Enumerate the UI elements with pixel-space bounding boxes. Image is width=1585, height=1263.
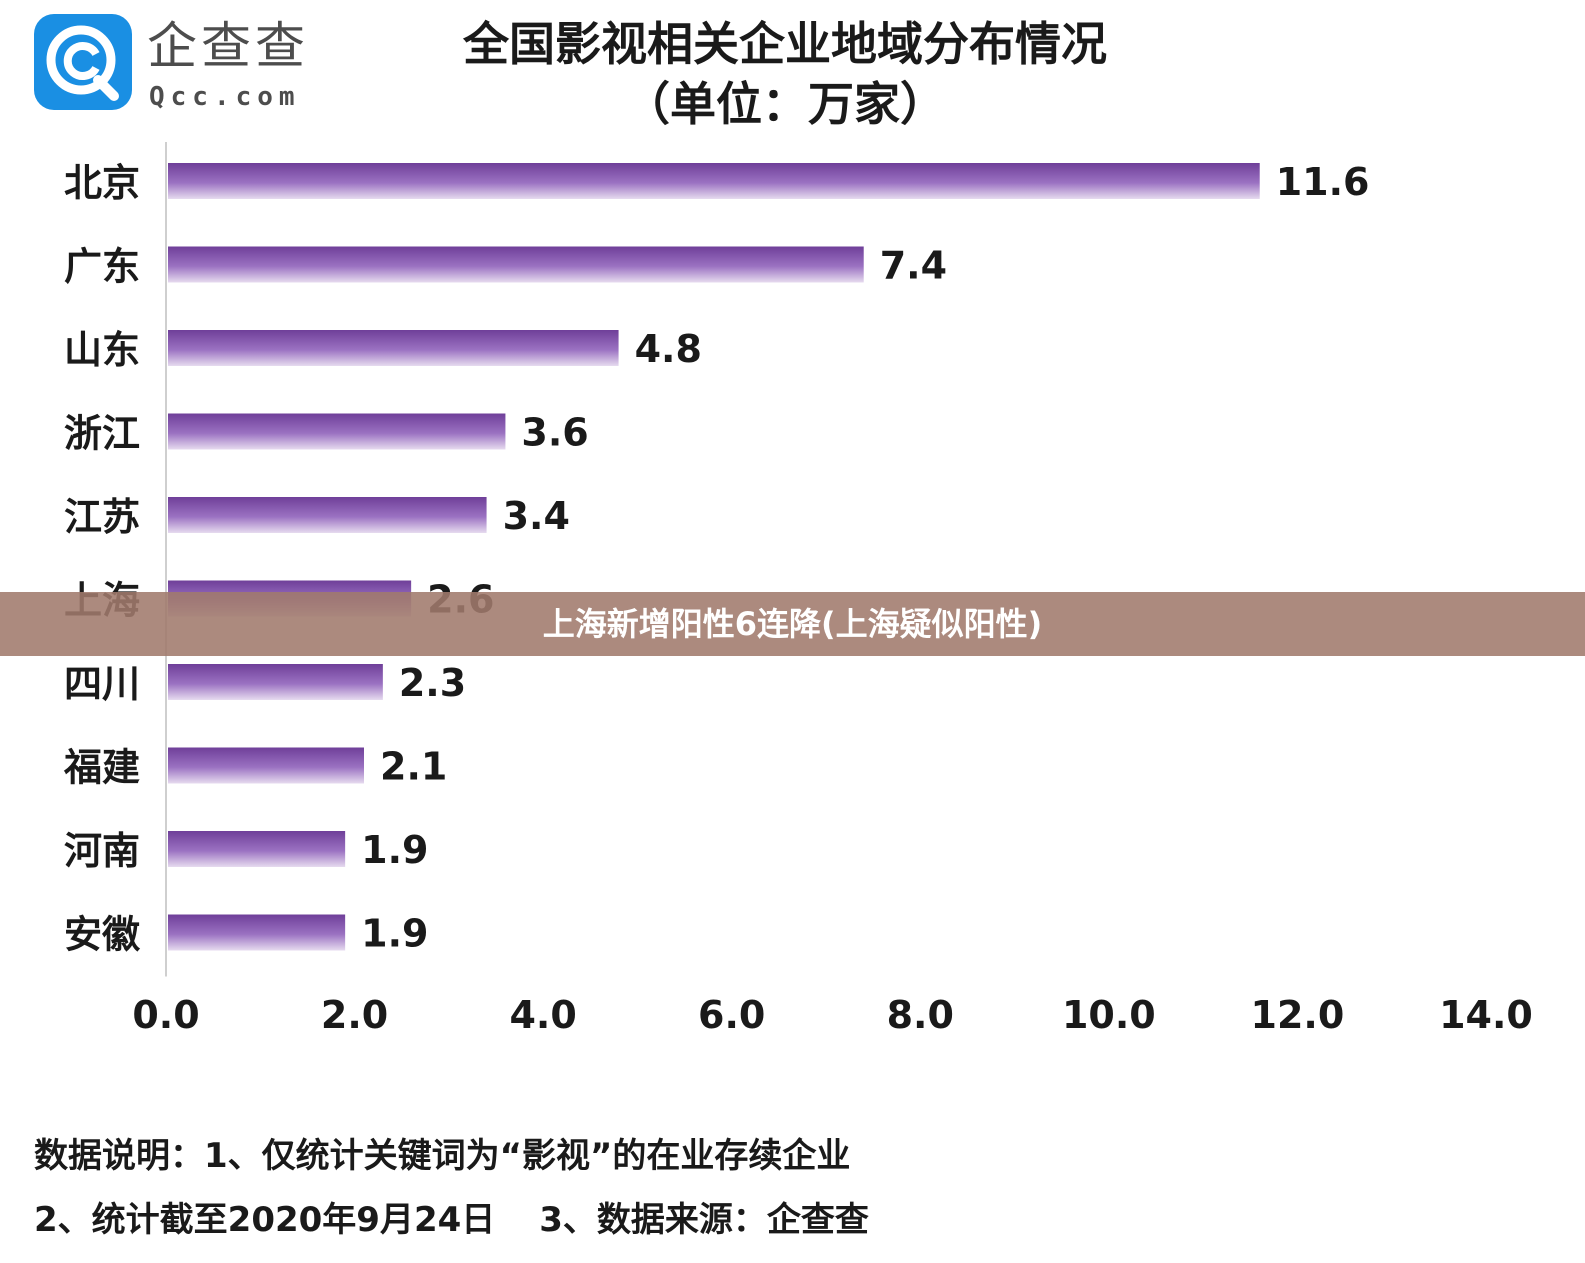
note-source: 3、数据来源：企查查: [539, 1200, 869, 1240]
category-label: 山东: [64, 328, 140, 372]
logo: 企查查 Qcc.com: [34, 14, 334, 114]
bar: [168, 246, 864, 283]
bar: [168, 664, 383, 700]
x-tick-label: 6.0: [698, 993, 765, 1037]
x-tick-label: 12.0: [1251, 993, 1345, 1037]
bar: [168, 163, 1260, 199]
category-label: 江苏: [64, 495, 140, 539]
bar: [168, 330, 619, 366]
bar: [168, 914, 346, 951]
category-label: 河南: [64, 829, 140, 873]
x-tick-label: 8.0: [887, 993, 954, 1037]
category-label: 浙江: [64, 412, 140, 456]
data-label: 1.9: [361, 912, 428, 956]
headline-banner[interactable]: 上海新增阳性6连降(上海疑似阳性): [0, 592, 1585, 656]
note-date: 2、统计截至2020年9月24日: [34, 1200, 496, 1240]
category-label: 安徽: [64, 913, 141, 957]
bar-chart: 北京11.6广东7.4山东4.8浙江3.6江苏3.4上海2.6四川2.3福建2.…: [63, 142, 1533, 1037]
category-label: 四川: [64, 662, 140, 706]
data-label: 3.4: [503, 494, 570, 538]
x-tick-label: 0.0: [132, 993, 199, 1037]
x-tick-label: 2.0: [321, 993, 388, 1037]
category-label: 北京: [64, 161, 140, 205]
note-line-2: 2、统计截至2020年9月24日 3、数据来源：企查查: [34, 1188, 869, 1252]
x-tick-label: 14.0: [1439, 993, 1533, 1037]
x-tick-label: 4.0: [509, 993, 576, 1037]
bar: [168, 497, 487, 533]
bar: [168, 413, 506, 450]
chart-subtitle: （单位：万家）: [624, 77, 946, 131]
logo-text-en: Qcc.com: [149, 82, 301, 112]
data-label: 2.1: [380, 745, 447, 789]
data-label: 2.3: [399, 661, 466, 705]
data-label: 4.8: [635, 327, 702, 371]
data-label: 7.4: [880, 244, 947, 288]
data-label: 1.9: [361, 828, 428, 872]
data-notes: 数据说明：1、仅统计关键词为“影视”的在业存续企业 2、统计截至2020年9月2…: [34, 1124, 869, 1252]
x-tick-label: 10.0: [1062, 993, 1156, 1037]
category-label: 广东: [64, 245, 140, 289]
note-line-1: 数据说明：1、仅统计关键词为“影视”的在业存续企业: [34, 1136, 851, 1176]
logo-text-cn: 企查查: [147, 17, 309, 75]
chart-title-block: 全国影视相关企业地域分布情况 （单位：万家）: [420, 14, 1150, 134]
category-label: 福建: [63, 746, 140, 790]
chart-title: 全国影视相关企业地域分布情况: [463, 17, 1107, 71]
data-label: 11.6: [1276, 160, 1370, 204]
bar: [168, 747, 364, 784]
bar: [168, 831, 346, 867]
data-label: 3.6: [521, 411, 588, 455]
qcc-logo-icon: [34, 14, 132, 110]
